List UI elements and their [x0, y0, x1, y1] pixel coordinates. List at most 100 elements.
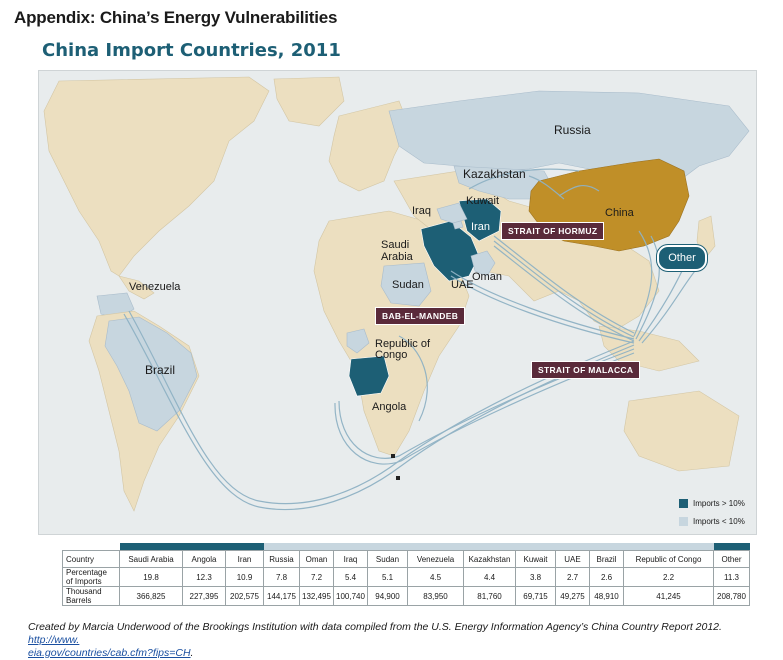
- column-group-bar: [515, 543, 556, 551]
- table-cell: 10.9: [225, 567, 264, 587]
- label-kazakhstan: Kazakhstan: [463, 167, 526, 181]
- table-row: Country Saudi Arabia Angola Iran Russia Oman I…: [62, 550, 750, 568]
- table-cell: Other: [713, 550, 750, 568]
- table-cell: 4.4: [463, 567, 516, 587]
- legend-gt10: Imports > 10%: [693, 499, 745, 508]
- label-china: China: [605, 207, 634, 219]
- table-cell: 2.6: [589, 567, 624, 587]
- north-america: [43, 76, 270, 277]
- credit-text: Created by Marcia Underwood of the Brook…: [28, 621, 722, 633]
- column-group-bar: [263, 543, 300, 551]
- column-group-bar: [555, 543, 590, 551]
- table-cell: 144,175: [263, 586, 300, 606]
- table-cell: 100,740: [333, 586, 368, 606]
- table-cell: Iran: [225, 550, 264, 568]
- table-cell: Oman: [299, 550, 334, 568]
- table-cell: Venezuela: [407, 550, 464, 568]
- column-group-bar: [225, 543, 264, 551]
- credit-note: Created by Marcia Underwood of the Brook…: [28, 621, 768, 660]
- table-cell: 7.8: [263, 567, 300, 587]
- world-map: Russia Kazakhstan Kuwait Iraq Iran China…: [38, 70, 757, 535]
- angola-region: [348, 355, 390, 397]
- label-russia: Russia: [554, 123, 591, 137]
- label-kuwait: Kuwait: [466, 195, 500, 207]
- table-cell: Sudan: [367, 550, 408, 568]
- credit-tail: .: [190, 647, 194, 659]
- column-group-bar: [589, 543, 624, 551]
- table-cell: 366,825: [119, 586, 183, 606]
- table-cell: 7.2: [299, 567, 334, 587]
- table-cell: 5.4: [333, 567, 368, 587]
- column-group-bar: [182, 543, 226, 551]
- legend: Imports > 10% Imports < 10%: [679, 499, 745, 534]
- tag-strait-of-malacca: STRAIT OF MALACCA: [531, 361, 641, 379]
- tag-strait-of-hormuz: STRAIT OF HORMUZ: [501, 222, 605, 240]
- oman-uae-region: [470, 250, 496, 277]
- table-cell: 132,495: [299, 586, 334, 606]
- table-cell: 4.5: [407, 567, 464, 587]
- column-group-bar: [463, 543, 516, 551]
- greenland: [273, 76, 345, 127]
- column-group-bar: [367, 543, 408, 551]
- label-iran: Iran: [471, 221, 490, 233]
- label-uae: UAE: [451, 279, 474, 291]
- row-header: Thousand Barrels: [62, 586, 120, 606]
- label-iraq: Iraq: [412, 205, 431, 217]
- table-cell: 2.2: [623, 567, 714, 587]
- table-row: Percentage of Imports 19.8 12.3 10.9 7.8 7.2 5…: [62, 567, 750, 587]
- label-brazil: Brazil: [145, 363, 176, 377]
- label-angola: Angola: [372, 401, 407, 413]
- table-cell: 202,575: [225, 586, 264, 606]
- australia: [623, 390, 740, 472]
- row-header: Percentage of Imports: [62, 567, 120, 587]
- table-cell: 5.1: [367, 567, 408, 587]
- table-cell: Saudi Arabia: [119, 550, 183, 568]
- column-group-bar: [407, 543, 464, 551]
- column-group-bar: [713, 543, 750, 551]
- label-sudan: Sudan: [392, 279, 424, 291]
- label-venezuela: Venezuela: [129, 281, 181, 293]
- imports-table: Country Saudi Arabia Angola Iran Russia Oman I…: [62, 543, 750, 606]
- column-group-bar: [119, 543, 183, 551]
- table-cell: Republic of Congo: [623, 550, 714, 568]
- label-other: Other: [657, 245, 707, 271]
- table-cell: 83,950: [407, 586, 464, 606]
- column-group-bar: [333, 543, 368, 551]
- table-cell: Brazil: [589, 550, 624, 568]
- table-cell: UAE: [555, 550, 590, 568]
- tag-bab-el-mandeb: BAB-EL-MANDEB: [375, 307, 466, 325]
- table-cell: 81,760: [463, 586, 516, 606]
- congo-region: [346, 328, 370, 354]
- table-cell: Iraq: [333, 550, 368, 568]
- map-title: China Import Countries, 2011: [42, 40, 341, 61]
- legend-lt10: Imports < 10%: [693, 517, 745, 526]
- sudan-region: [380, 262, 432, 307]
- column-group-bar: [299, 543, 334, 551]
- table-cell: 94,900: [367, 586, 408, 606]
- appendix-title: Appendix: China’s Energy Vulnerabilities: [14, 8, 338, 27]
- legend-swatch-lt10: [679, 517, 688, 526]
- table-cell: Angola: [182, 550, 226, 568]
- table-cell: 69,715: [515, 586, 556, 606]
- table-cell: 3.8: [515, 567, 556, 587]
- central-america: [118, 275, 155, 300]
- table-cell: 12.3: [182, 567, 226, 587]
- table-cell: Kuwait: [515, 550, 556, 568]
- table-cell: 11.3: [713, 567, 750, 587]
- column-group-bar: [623, 543, 714, 551]
- table-row: Thousand Barrels 366,825 227,395 202,575 144…: [62, 586, 750, 606]
- label-republic-of-congo: Republic of Congo: [375, 338, 431, 361]
- map-graphic: [43, 76, 750, 512]
- label-oman: Oman: [472, 271, 502, 283]
- table-cell: 19.8: [119, 567, 183, 587]
- brazil-region: [104, 316, 198, 432]
- row-header: Country: [62, 550, 120, 568]
- table-cell: 2.7: [555, 567, 590, 587]
- kuwait-region: [452, 220, 464, 230]
- table-cell: 208,780: [713, 586, 750, 606]
- table-cell: 48,910: [589, 586, 624, 606]
- legend-swatch-gt10: [679, 499, 688, 508]
- table-cell: 49,275: [555, 586, 590, 606]
- iran-region: [458, 198, 502, 242]
- table-cell: 227,395: [182, 586, 226, 606]
